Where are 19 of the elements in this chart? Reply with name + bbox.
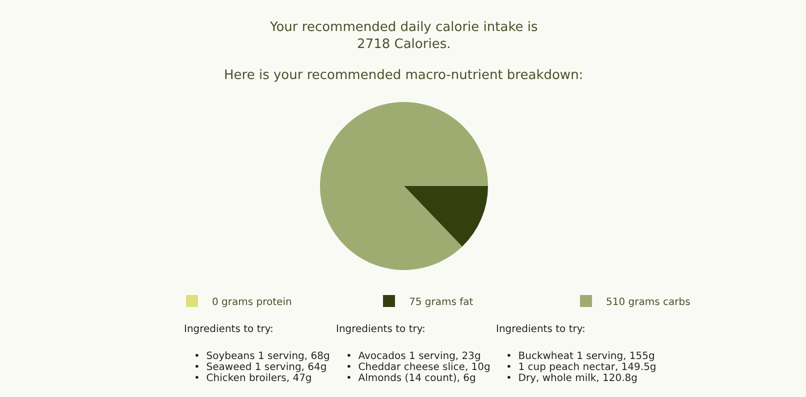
chart-subtitle: Here is your recommended macro-nutrient breakdown: xyxy=(224,68,584,83)
text: • Soybeans 1 serving, 68g xyxy=(194,351,330,362)
text: • Buckwheat 1 serving, 155g xyxy=(506,351,655,362)
text: • 1 cup peach nectar, 149.5g xyxy=(506,362,656,373)
chart-title: Your recommended daily calorie intake is 2718 Calories. xyxy=(269,20,538,52)
text: • Chicken broilers, 47g xyxy=(194,373,312,384)
text: Ingredients to try: xyxy=(336,324,426,335)
legend-label: 0 grams protein xyxy=(212,296,292,308)
text: • Avocados 1 serving, 23g xyxy=(346,351,481,362)
legend-label: 75 grams fat xyxy=(409,296,474,308)
pie-slice xyxy=(404,186,488,247)
text: • Dry, whole milk, 120.8g xyxy=(506,373,638,384)
legend-label: 510 grams carbs xyxy=(606,296,690,308)
text: Ingredients to try: xyxy=(184,324,274,335)
text: Ingredients to try: xyxy=(496,324,586,335)
text: • Almonds (14 count), 6g xyxy=(346,373,476,384)
pie-slice xyxy=(320,102,488,270)
text: • Seaweed 1 serving, 64g xyxy=(194,362,327,373)
text: • Cheddar cheese slice, 10g xyxy=(346,362,490,373)
